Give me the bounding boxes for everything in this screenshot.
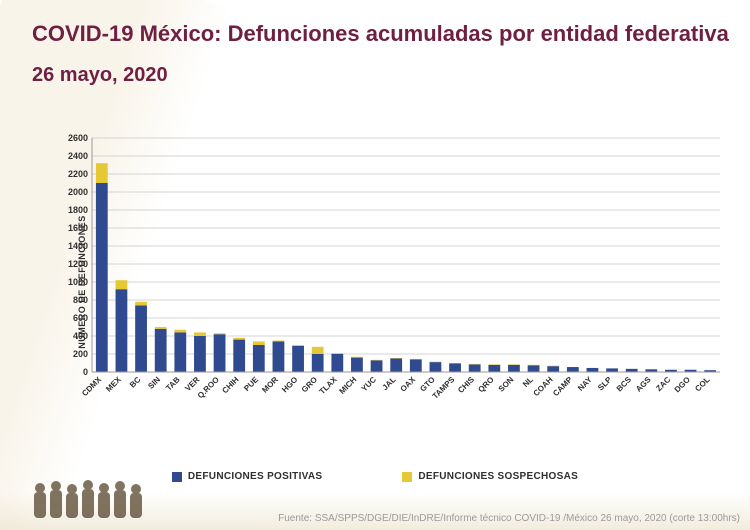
bar-positivas bbox=[371, 360, 383, 372]
bar-positivas bbox=[331, 354, 343, 372]
xtick-label: COAH bbox=[532, 375, 555, 398]
bar-sospechosas bbox=[116, 280, 128, 289]
bar-sospechosas bbox=[253, 341, 265, 345]
ytick-label: 0 bbox=[83, 367, 88, 377]
bar-positivas bbox=[547, 366, 559, 372]
xtick-label: TLAX bbox=[318, 375, 340, 397]
xtick-label: JAL bbox=[381, 375, 398, 392]
xtick-label: SLP bbox=[596, 375, 614, 393]
bar-sospechosas bbox=[155, 327, 167, 329]
legend-swatch-sospechosas bbox=[402, 472, 412, 482]
xtick-label: CDMX bbox=[80, 375, 103, 398]
xtick-label: Q.ROO bbox=[196, 375, 221, 400]
xtick-label: BCS bbox=[615, 375, 634, 394]
bar-sospechosas bbox=[351, 357, 363, 358]
bar-chart: 0200400600800100012001400160018002000220… bbox=[60, 132, 730, 432]
bar-positivas bbox=[528, 365, 540, 372]
xtick-label: QRO bbox=[476, 375, 495, 394]
xtick-label: CHIH bbox=[220, 375, 240, 395]
ytick-label: 2200 bbox=[68, 169, 88, 179]
xtick-label: NAY bbox=[576, 375, 594, 393]
xtick-label: NL bbox=[521, 375, 535, 389]
bar-positivas bbox=[390, 359, 402, 373]
legend-label-positivas: DEFUNCIONES POSITIVAS bbox=[188, 471, 322, 482]
bar-positivas bbox=[135, 305, 147, 372]
xtick-label: MEX bbox=[104, 375, 123, 394]
bar-positivas bbox=[606, 368, 618, 372]
xtick-label: SON bbox=[497, 375, 516, 394]
bar-positivas bbox=[488, 365, 500, 372]
bar-sospechosas bbox=[194, 332, 206, 336]
bar-positivas bbox=[233, 340, 245, 372]
bar-positivas bbox=[273, 341, 285, 372]
footer-silhouette-icon bbox=[28, 476, 148, 518]
legend-item-positivas: DEFUNCIONES POSITIVAS bbox=[172, 471, 322, 482]
bar-sospechosas bbox=[233, 338, 245, 340]
xtick-label: COL bbox=[693, 375, 711, 393]
slide-title: COVID-19 México: Defunciones acumuladas … bbox=[32, 20, 732, 48]
xtick-label: DGO bbox=[673, 375, 692, 394]
legend-swatch-positivas bbox=[172, 472, 182, 482]
bar-sospechosas bbox=[273, 341, 285, 342]
bar-positivas bbox=[410, 359, 422, 372]
bar-sospechosas bbox=[96, 163, 108, 183]
xtick-label: SIN bbox=[146, 375, 162, 391]
bar-positivas bbox=[194, 336, 206, 372]
bar-positivas bbox=[449, 363, 461, 372]
bar-positivas bbox=[292, 346, 304, 372]
bar-sospechosas bbox=[292, 345, 304, 346]
xtick-label: AGS bbox=[634, 375, 653, 394]
xtick-label: HGO bbox=[280, 375, 299, 394]
bar-positivas bbox=[587, 368, 599, 372]
xtick-label: CAMP bbox=[551, 375, 574, 398]
bar-positivas bbox=[253, 345, 265, 372]
ytick-label: 200 bbox=[73, 349, 88, 359]
xtick-label: GRO bbox=[300, 375, 319, 394]
ytick-label: 2600 bbox=[68, 133, 88, 143]
ytick-label: 1800 bbox=[68, 205, 88, 215]
bar-positivas bbox=[508, 365, 520, 372]
xtick-label: ZAC bbox=[654, 375, 672, 393]
bar-sospechosas bbox=[135, 302, 147, 306]
chart-area: NÚMERO DE DEFUNCIONES 020040060080010001… bbox=[60, 132, 730, 432]
legend-label-sospechosas: DEFUNCIONES SOSPECHOSAS bbox=[418, 471, 578, 482]
bar-positivas bbox=[430, 362, 442, 372]
xtick-label: TAB bbox=[164, 375, 182, 393]
ytick-label: 2400 bbox=[68, 151, 88, 161]
xtick-label: BC bbox=[128, 375, 143, 390]
xtick-label: YUC bbox=[360, 375, 378, 393]
bar-positivas bbox=[214, 334, 226, 372]
footer-source: Fuente: SSA/SPPS/DGE/DIE/InDRE/Informe t… bbox=[278, 513, 740, 524]
bar-sospechosas bbox=[174, 330, 186, 333]
ytick-label: 2000 bbox=[68, 187, 88, 197]
slide-container: COVID-19 México: Defunciones acumuladas … bbox=[0, 0, 750, 530]
xtick-label: TAMPS bbox=[431, 375, 457, 401]
bar-positivas bbox=[567, 367, 579, 372]
bar-positivas bbox=[96, 183, 108, 372]
legend-item-sospechosas: DEFUNCIONES SOSPECHOSAS bbox=[402, 471, 578, 482]
bar-positivas bbox=[116, 289, 128, 372]
xtick-label: CHIS bbox=[456, 375, 476, 395]
bar-positivas bbox=[351, 358, 363, 372]
y-axis-label: NÚMERO DE DEFUNCIONES bbox=[77, 215, 87, 349]
xtick-label: PUE bbox=[242, 375, 260, 393]
bar-positivas bbox=[174, 332, 186, 372]
bar-sospechosas bbox=[312, 347, 324, 354]
bar-positivas bbox=[469, 364, 481, 372]
xtick-label: MOR bbox=[260, 375, 280, 395]
xtick-label: OAX bbox=[399, 375, 418, 394]
bar-positivas bbox=[155, 329, 167, 372]
bar-positivas bbox=[312, 354, 324, 372]
xtick-label: MICH bbox=[338, 375, 359, 396]
slide-date: 26 mayo, 2020 bbox=[32, 64, 750, 87]
bar-sospechosas bbox=[331, 353, 343, 354]
bar-sospechosas bbox=[214, 333, 226, 334]
